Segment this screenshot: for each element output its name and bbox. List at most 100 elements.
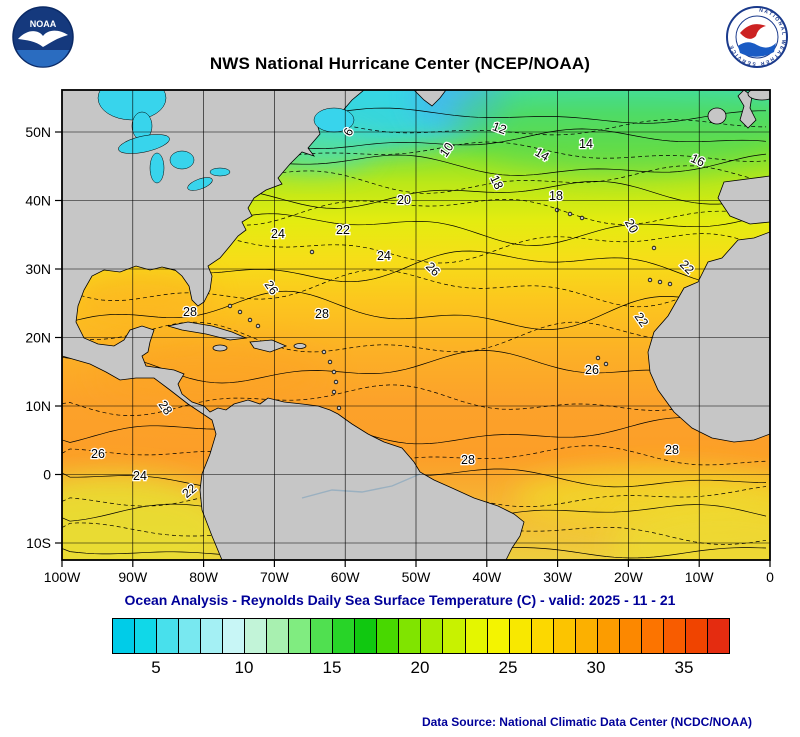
- colorbar-labels: 5 10 15 20 25 30 35: [112, 658, 728, 682]
- colorbar-cell: [245, 619, 268, 653]
- colorbar-cell: [289, 619, 312, 653]
- y-axis-label: 30N: [25, 261, 51, 277]
- small-island: [255, 323, 261, 329]
- x-axis-label: 10W: [685, 569, 715, 585]
- sst-contour-line: [62, 141, 767, 164]
- small-island: [321, 349, 327, 355]
- colorbar-cell: [707, 619, 729, 653]
- sst-contour-line: [62, 321, 767, 353]
- colorbar-cells: [112, 618, 730, 654]
- iberia-landmass: [717, 175, 770, 225]
- contour-label: 24: [133, 469, 147, 483]
- colorbar-cell: [685, 619, 708, 653]
- landmass: [62, 90, 770, 560]
- small-island: [595, 355, 601, 361]
- jamaica-island: [212, 344, 228, 352]
- small-island: [579, 215, 585, 221]
- colorbar-tick-label: 35: [674, 658, 694, 677]
- noaa-gull-icon: [18, 30, 68, 47]
- britain-landmass: [737, 90, 757, 129]
- contour-label: 14: [579, 137, 593, 151]
- small-island: [331, 369, 337, 375]
- y-axis-label: 40N: [25, 193, 51, 209]
- contour-label: 24: [377, 249, 391, 263]
- sst-contour-line: [62, 269, 767, 308]
- colorbar-cell: [421, 619, 444, 653]
- small-island: [237, 309, 243, 315]
- colorbar-cell: [333, 619, 356, 653]
- colorbar-tick-label: 15: [322, 658, 342, 677]
- lake-michigan: [149, 152, 165, 184]
- small-island: [331, 389, 337, 395]
- colorbar-cell: [223, 619, 246, 653]
- colorbar-cell: [487, 619, 510, 653]
- colorbar-cell: [663, 619, 686, 653]
- small-island: [247, 317, 253, 323]
- axis-ticks: [55, 131, 771, 567]
- noaa-logo-text: NOAA: [30, 19, 57, 29]
- small-island: [227, 303, 233, 309]
- contour-label: 24: [271, 227, 285, 241]
- sst-region: [612, 500, 770, 560]
- colorbar-cell: [267, 619, 290, 653]
- colorbar-cell: [113, 619, 136, 653]
- page-title: NWS National Hurricane Center (NCEP/NOAA…: [209, 54, 591, 73]
- noaa-logo: NOAA: [12, 6, 74, 73]
- contour-label: 28: [461, 453, 475, 467]
- y-axis-label: 50N: [25, 124, 51, 140]
- contour-label: 12: [490, 119, 508, 137]
- contour-label: 22: [336, 223, 350, 237]
- contour-label: 28: [665, 443, 679, 457]
- africa-landmass: [647, 231, 770, 443]
- colorbar-cell: [135, 619, 158, 653]
- header: NOAA NWS National Hurricane Center (NCEP…: [0, 0, 800, 84]
- nws-wave-icon: [738, 42, 776, 57]
- greenland-landmass: [413, 90, 447, 107]
- colorbar-cell: [311, 619, 334, 653]
- small-island: [333, 379, 339, 385]
- x-axis-label: 80W: [189, 569, 219, 585]
- small-island: [554, 207, 560, 213]
- colorbar-cell: [355, 619, 378, 653]
- small-island: [647, 277, 653, 283]
- colorbar-cell: [377, 619, 400, 653]
- x-axis-label: 100W: [44, 569, 81, 585]
- colorbar-tick-label: 5: [151, 658, 161, 677]
- cuba-island: [167, 321, 248, 341]
- colorbar-tick-label: 20: [410, 658, 430, 677]
- colorbar-cell: [179, 619, 202, 653]
- sst-contour-line: [62, 118, 767, 136]
- axis-labels: 100W 90W 80W 70W 60W 50W 40W 30W 20W 10W 0 50N 40N 30…: [25, 124, 774, 585]
- contour-label: 20: [397, 193, 411, 207]
- colorbar-tick-label: 25: [498, 658, 518, 677]
- x-axis-label: 40W: [472, 569, 502, 585]
- sst-contour-line: [62, 522, 767, 545]
- colorbar-cell: [641, 619, 664, 653]
- colorbar-tick-label: 30: [586, 658, 606, 677]
- x-axis-label: 90W: [118, 569, 148, 585]
- colorbar-cell: [553, 619, 576, 653]
- small-island: [567, 211, 573, 217]
- colorbar-cell: [465, 619, 488, 653]
- lake-erie: [187, 177, 213, 191]
- colorbar-cell: [157, 619, 180, 653]
- small-island: [309, 249, 315, 255]
- x-axis-label: 0: [766, 569, 774, 585]
- colorbar-cell: [443, 619, 466, 653]
- nws-bird-icon: [740, 24, 766, 39]
- colorbar-cell: [399, 619, 422, 653]
- small-island: [667, 281, 673, 287]
- x-axis-label: 20W: [614, 569, 644, 585]
- contour-label: 28: [183, 305, 197, 319]
- hispaniola-island: [249, 339, 288, 353]
- y-axis-label: 0: [43, 467, 51, 483]
- y-axis-label: 20N: [25, 330, 51, 346]
- contour-label: 26: [585, 363, 599, 377]
- colorbar-cell: [531, 619, 554, 653]
- ireland-landmass: [707, 107, 727, 125]
- small-island: [327, 359, 333, 365]
- contour-label: 18: [549, 189, 563, 203]
- sst-region: [92, 340, 332, 410]
- colorbar-cell: [201, 619, 224, 653]
